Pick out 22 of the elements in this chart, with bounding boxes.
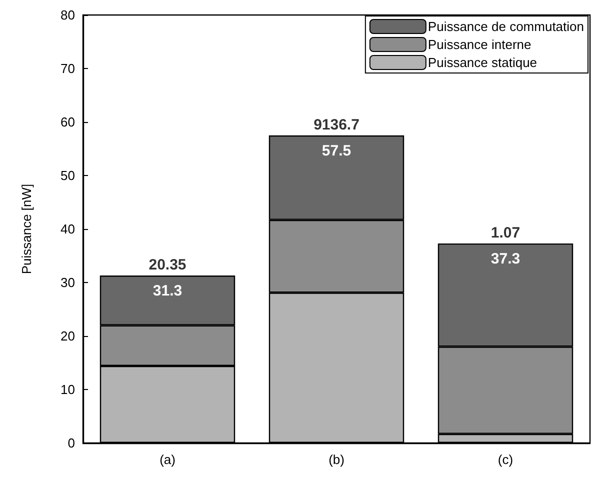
total-label: 31.3 <box>152 282 182 300</box>
legend-label: Puissance interne <box>428 37 532 52</box>
y-tick-label: 30 <box>60 275 75 290</box>
x-tick-label: (a) <box>160 452 176 467</box>
y-tick-label: 60 <box>60 114 75 130</box>
y-tick-label: 40 <box>60 222 75 236</box>
y-tick-label: 70 <box>60 61 75 76</box>
y-tick-label: 20 <box>60 328 75 344</box>
x-tick-label: (b) <box>328 452 344 467</box>
legend-label: Puissance statique <box>428 55 538 70</box>
annotation: 20.35 <box>148 256 186 274</box>
total-label: 57.5 <box>322 142 352 160</box>
legend-label: Puissance de commutation <box>428 19 584 34</box>
annotation: 1.07 <box>490 224 520 242</box>
total-label: 37.3 <box>490 250 520 268</box>
y-axis-title: Puissance [nW] <box>19 184 34 274</box>
x-tick-label: (c) <box>498 452 514 467</box>
y-tick-label: 80 <box>60 8 75 22</box>
y-tick-label: 50 <box>60 168 75 183</box>
y-tick-label: 0 <box>68 436 75 450</box>
y-tick-label: 10 <box>60 382 75 397</box>
annotation: 9136.7 <box>314 116 360 134</box>
